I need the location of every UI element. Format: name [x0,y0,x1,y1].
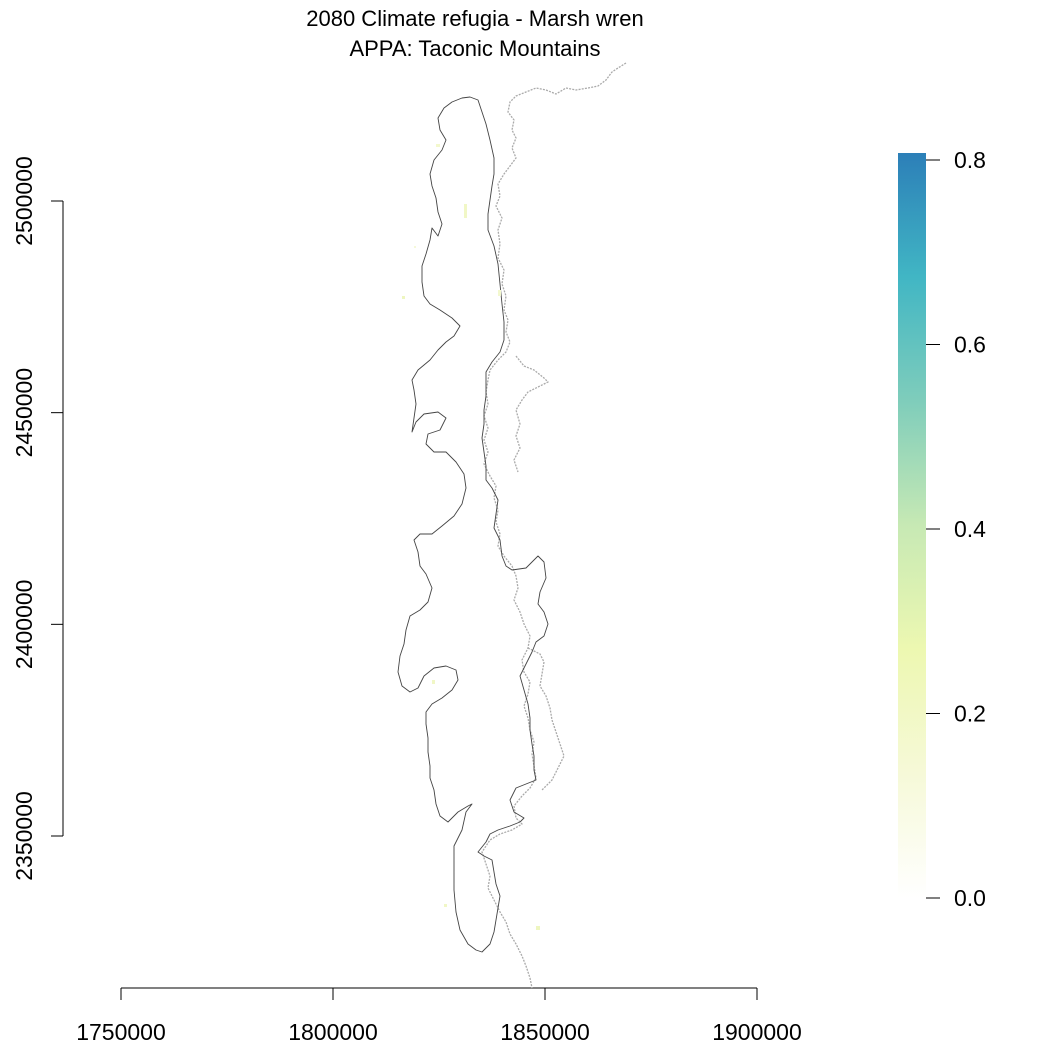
legend-tick-label: 0.8 [954,147,986,173]
refugia-pixel [414,246,416,248]
x-axis: 1750000 1800000 1850000 1900000 [76,987,802,1045]
y-axis-tick-label: 2500000 [11,156,37,246]
map-title: 2080 Climate refugia - Marsh wren [306,6,643,31]
x-axis-tick-label: 1800000 [288,1019,378,1045]
state-border-line [481,62,627,989]
refugia-pixel [436,144,440,147]
refugia-pixels [402,144,540,930]
refugia-pixel [498,290,501,296]
refugia-pixel [464,204,467,218]
y-axis: 2350000 2400000 2450000 2500000 [11,156,64,881]
state-border-bulge-1 [513,355,549,473]
legend-colorbar: 0.0 0.2 0.4 0.6 0.8 [898,147,986,911]
refugia-pixel [402,296,405,299]
x-axis-tick-label: 1750000 [76,1019,166,1045]
x-axis-tick-label: 1850000 [500,1019,590,1045]
appa-boundary-outline [397,96,549,953]
y-axis-tick-label: 2400000 [11,580,37,670]
state-border-bulge-2 [527,647,565,791]
y-axis-tick-label: 2350000 [11,791,37,881]
legend-tick-label: 0.0 [954,885,986,911]
legend-tick-label: 0.6 [954,332,986,358]
y-axis-tick-label: 2450000 [11,368,37,458]
map-subtitle: APPA: Taconic Mountains [349,36,600,61]
legend-tick-label: 0.2 [954,701,986,727]
x-axis-tick-label: 1900000 [712,1019,802,1045]
refugia-pixel [536,926,540,930]
legend-gradient-bar [898,153,926,898]
refugia-pixel [432,680,435,684]
refugia-pixel [444,904,447,907]
legend-tick-label: 0.4 [954,516,986,542]
